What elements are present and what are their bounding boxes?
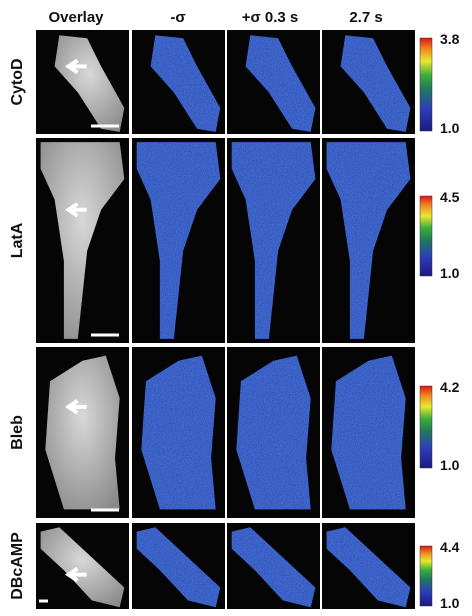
scale-max: 4.4: [440, 539, 460, 555]
column-header: -σ: [170, 9, 185, 26]
row-label: CytoD: [9, 58, 26, 105]
colorbar: [420, 196, 432, 276]
scale-min: 1.0: [440, 595, 460, 611]
column-header: 2.7 s: [349, 9, 382, 26]
column-header: +σ 0.3 s: [242, 9, 299, 26]
row-label: DBcAMP: [9, 532, 26, 600]
colorbar: [420, 38, 432, 131]
scale-max: 4.2: [440, 379, 460, 395]
scale-max: 4.5: [440, 189, 460, 205]
figure: Overlay -σ +σ 0.3 s 2.7 s CytoD 3.8 1.0 LatA 4.5…: [0, 0, 472, 616]
scale-min: 1.0: [440, 457, 460, 473]
page: {"header": {"columns": ["Overlay", "-σ",…: [0, 0, 472, 616]
row-label: LatA: [9, 222, 26, 258]
colorbar: [420, 386, 432, 468]
scale-min: 1.0: [440, 120, 460, 136]
scale-max: 3.8: [440, 31, 460, 47]
column-header: Overlay: [48, 9, 104, 26]
colorbar: [420, 546, 432, 606]
scale-min: 1.0: [440, 265, 460, 281]
row-label: Bleb: [9, 415, 26, 450]
